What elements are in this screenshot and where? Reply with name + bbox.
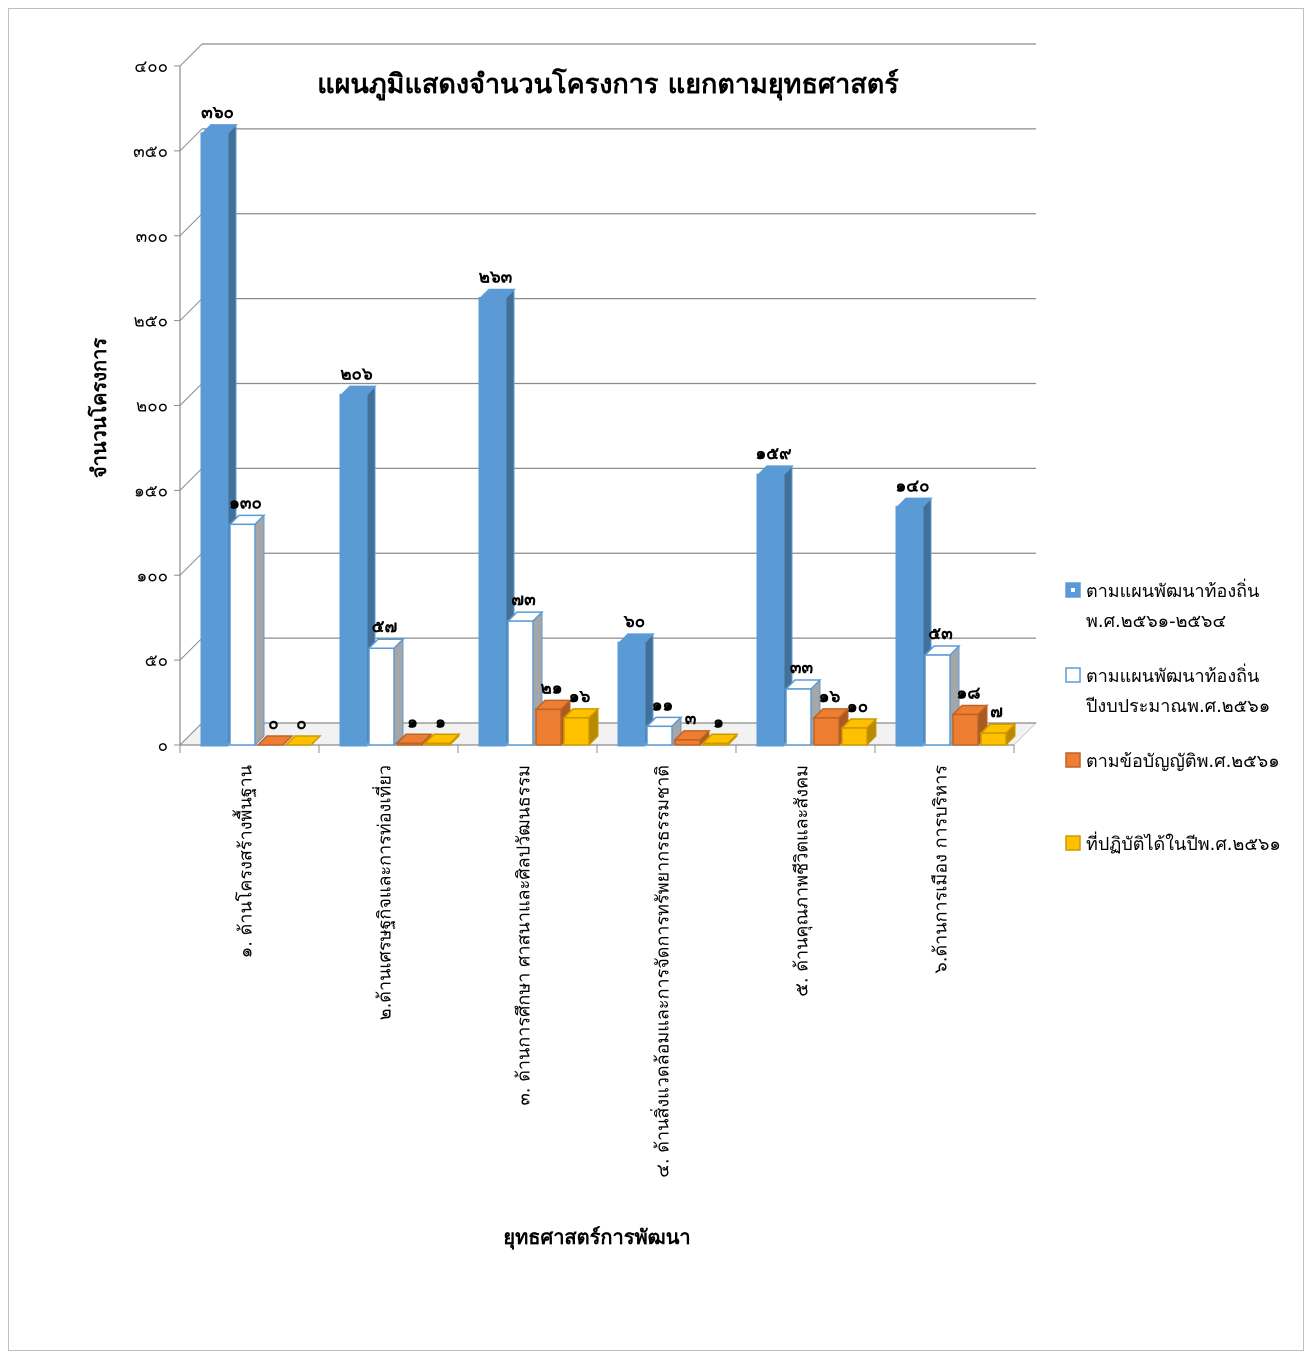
gridline-depth	[179, 637, 203, 661]
data-label: ๕๗	[372, 617, 398, 637]
bar	[895, 505, 924, 747]
bar	[617, 641, 646, 747]
bar	[952, 713, 979, 746]
bar	[674, 739, 701, 746]
data-label: ๑๖	[569, 687, 591, 707]
legend-swatch	[1065, 667, 1081, 683]
data-label: ๒๐๖	[340, 364, 373, 384]
y-tick-label: ๓๕๐	[133, 142, 168, 162]
gridline-depth	[179, 213, 203, 237]
data-label: ๓๓	[790, 658, 814, 678]
bar	[339, 393, 368, 747]
bar	[785, 688, 812, 746]
bar-side	[393, 638, 404, 747]
gridline-depth	[179, 128, 203, 152]
y-tick-labels: ๐ ๕๐ ๑๐๐ ๑๕๐ ๒๐๐ ๒๕๐ ๓๐๐ ๓๕๐ ๔๐๐	[133, 57, 168, 756]
data-label: ๑๓๐	[229, 493, 262, 513]
y-tick-label: ๑๕๐	[134, 481, 168, 501]
data-label: ๓	[685, 709, 697, 729]
bar	[200, 132, 229, 747]
legend-label: พ.ศ.๒๕๖๑-๒๕๖๔	[1086, 611, 1226, 632]
y-tick-label: ๕๐	[145, 651, 168, 671]
data-label: ๖๐	[623, 612, 645, 632]
data-label: ๑	[713, 712, 724, 732]
category-labels: ๑. ด้านโครงสร้างพื้นฐาน ๒.ด้านเศรษฐกิจและ…	[233, 765, 952, 1178]
bar-top	[256, 735, 294, 746]
category-label: ๑. ด้านโครงสร้างพื้นฐาน	[233, 765, 257, 958]
data-label: ๑	[407, 712, 418, 732]
data-label: ๑๐	[847, 697, 868, 717]
bars	[200, 123, 1017, 747]
gridline-depth	[179, 468, 203, 491]
category-label: ๕. ด้านคุณภาพชีวิตและสังคม	[792, 765, 813, 997]
data-label: ๐	[268, 714, 278, 734]
gridline-depth	[179, 552, 203, 576]
y-tick-label: ๓๐๐	[136, 227, 168, 247]
axes	[174, 65, 1015, 753]
gridline-depth	[179, 298, 203, 321]
data-label: ๗๓	[511, 590, 536, 610]
data-label: ๑	[435, 712, 446, 732]
x-axis-title: ยุทธศาสตร์การพัฒนา	[503, 1225, 690, 1250]
category-label: ๒.ด้านเศรษฐกิจและการท่องเที่ยว	[372, 765, 396, 1020]
y-tick-label: ๐	[158, 736, 168, 756]
data-label: ๑๑	[652, 695, 674, 715]
bar-top	[284, 735, 322, 746]
bar	[229, 523, 256, 746]
legend: ตามแผนพัฒนาท้องถิ่นพ.ศ.๒๕๖๑-๒๕๖๔ตามแผนพั…	[1065, 578, 1281, 855]
legend-label: ที่ปฏิบัติได้ในปีพ.ศ.๒๕๖๑	[1086, 831, 1281, 855]
data-label: ๑๔๐	[895, 476, 929, 496]
legend-label: ตามแผนพัฒนาท้องถิ่น	[1086, 578, 1259, 602]
bar	[702, 742, 729, 746]
legend-label: ตามแผนพัฒนาท้องถิ่น	[1086, 663, 1259, 687]
gridline-depth	[179, 722, 203, 746]
chart-frame	[8, 8, 1304, 1351]
category-label: ๖.ด้านการเมือง การบริหาร	[931, 765, 952, 974]
data-label: ๒๖๓	[479, 268, 513, 288]
bar	[563, 717, 590, 746]
y-tick-label: ๒๐๐	[136, 397, 168, 417]
bar	[507, 620, 534, 746]
bar	[646, 725, 673, 746]
data-label: ๑๕๙	[755, 444, 791, 464]
data-label: ๓๖๐	[201, 103, 234, 123]
bar	[368, 647, 395, 746]
bar	[478, 297, 507, 747]
legend-swatch	[1065, 752, 1081, 768]
legend-swatch	[1065, 835, 1081, 851]
bar	[396, 742, 423, 746]
bar	[841, 727, 868, 746]
legend-label: ปีงบประมาณพ.ศ.๒๕๖๑	[1086, 696, 1270, 717]
gridline-depth	[179, 43, 203, 67]
legend-swatch-mark	[1071, 588, 1075, 592]
bar	[980, 732, 1007, 746]
bar	[535, 708, 562, 746]
data-label: ๕๓	[928, 624, 953, 644]
legend-label: ตามข้อบัญญัติพ.ศ.๒๕๖๑	[1086, 751, 1280, 772]
chart-title: แผนภูมิแสดงจำนวนโครงการ แยกตามยุทธศาสตร์	[317, 67, 899, 101]
category-label: ๓. ด้านการศึกษา ศาสนาและศิลปวัฒนธรรม	[514, 765, 535, 1106]
bar	[813, 717, 840, 746]
data-label: ๒๑	[541, 678, 563, 698]
bar-side	[254, 514, 265, 747]
data-label: ๗	[990, 702, 1003, 722]
category-label: ๔. ด้านสิ่งแวดล้อมและการจัดการทรัพยากรธร…	[650, 765, 674, 1178]
data-label: ๑๘	[957, 683, 981, 703]
bar	[424, 742, 451, 746]
y-tick-label: ๔๐๐	[134, 57, 168, 77]
gridline-depth	[179, 383, 203, 406]
y-axis-title: จำนวนโครงการ	[87, 338, 111, 478]
y-tick-label: ๒๕๐	[134, 312, 168, 332]
bar	[756, 473, 785, 747]
y-tick-label: ๑๐๐	[136, 566, 168, 586]
data-label: ๐	[296, 714, 306, 734]
bar	[924, 654, 951, 746]
data-label: ๑๖	[819, 687, 841, 707]
